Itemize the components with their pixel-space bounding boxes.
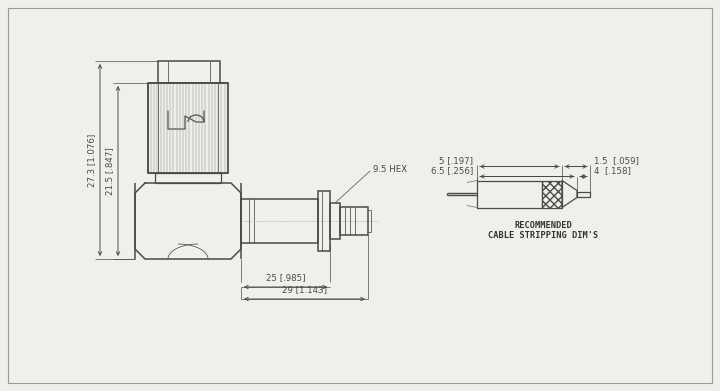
Text: 5 [.197]: 5 [.197] xyxy=(439,156,473,165)
Bar xyxy=(155,173,221,183)
Bar xyxy=(330,203,340,239)
Text: CABLE STRIPPING DIM'S: CABLE STRIPPING DIM'S xyxy=(488,231,598,240)
Bar xyxy=(477,181,542,208)
Bar xyxy=(577,192,590,197)
Bar xyxy=(241,199,318,243)
Bar xyxy=(542,181,562,208)
Text: 25 [.985]: 25 [.985] xyxy=(266,273,305,282)
Bar xyxy=(148,83,228,173)
Text: 27.3 [1.076]: 27.3 [1.076] xyxy=(87,133,96,187)
Bar xyxy=(318,191,330,251)
Text: RECOMMENDED: RECOMMENDED xyxy=(515,221,572,230)
Text: 4  [.158]: 4 [.158] xyxy=(594,167,631,176)
Text: 9.5 HEX: 9.5 HEX xyxy=(373,165,407,174)
Text: 21.5 [.847]: 21.5 [.847] xyxy=(105,147,114,195)
Text: 1.5  [.059]: 1.5 [.059] xyxy=(594,156,639,165)
Bar xyxy=(340,207,368,235)
Bar xyxy=(158,61,220,83)
Text: 6.5 [.256]: 6.5 [.256] xyxy=(431,167,473,176)
Text: 29 [1.143]: 29 [1.143] xyxy=(282,285,327,294)
